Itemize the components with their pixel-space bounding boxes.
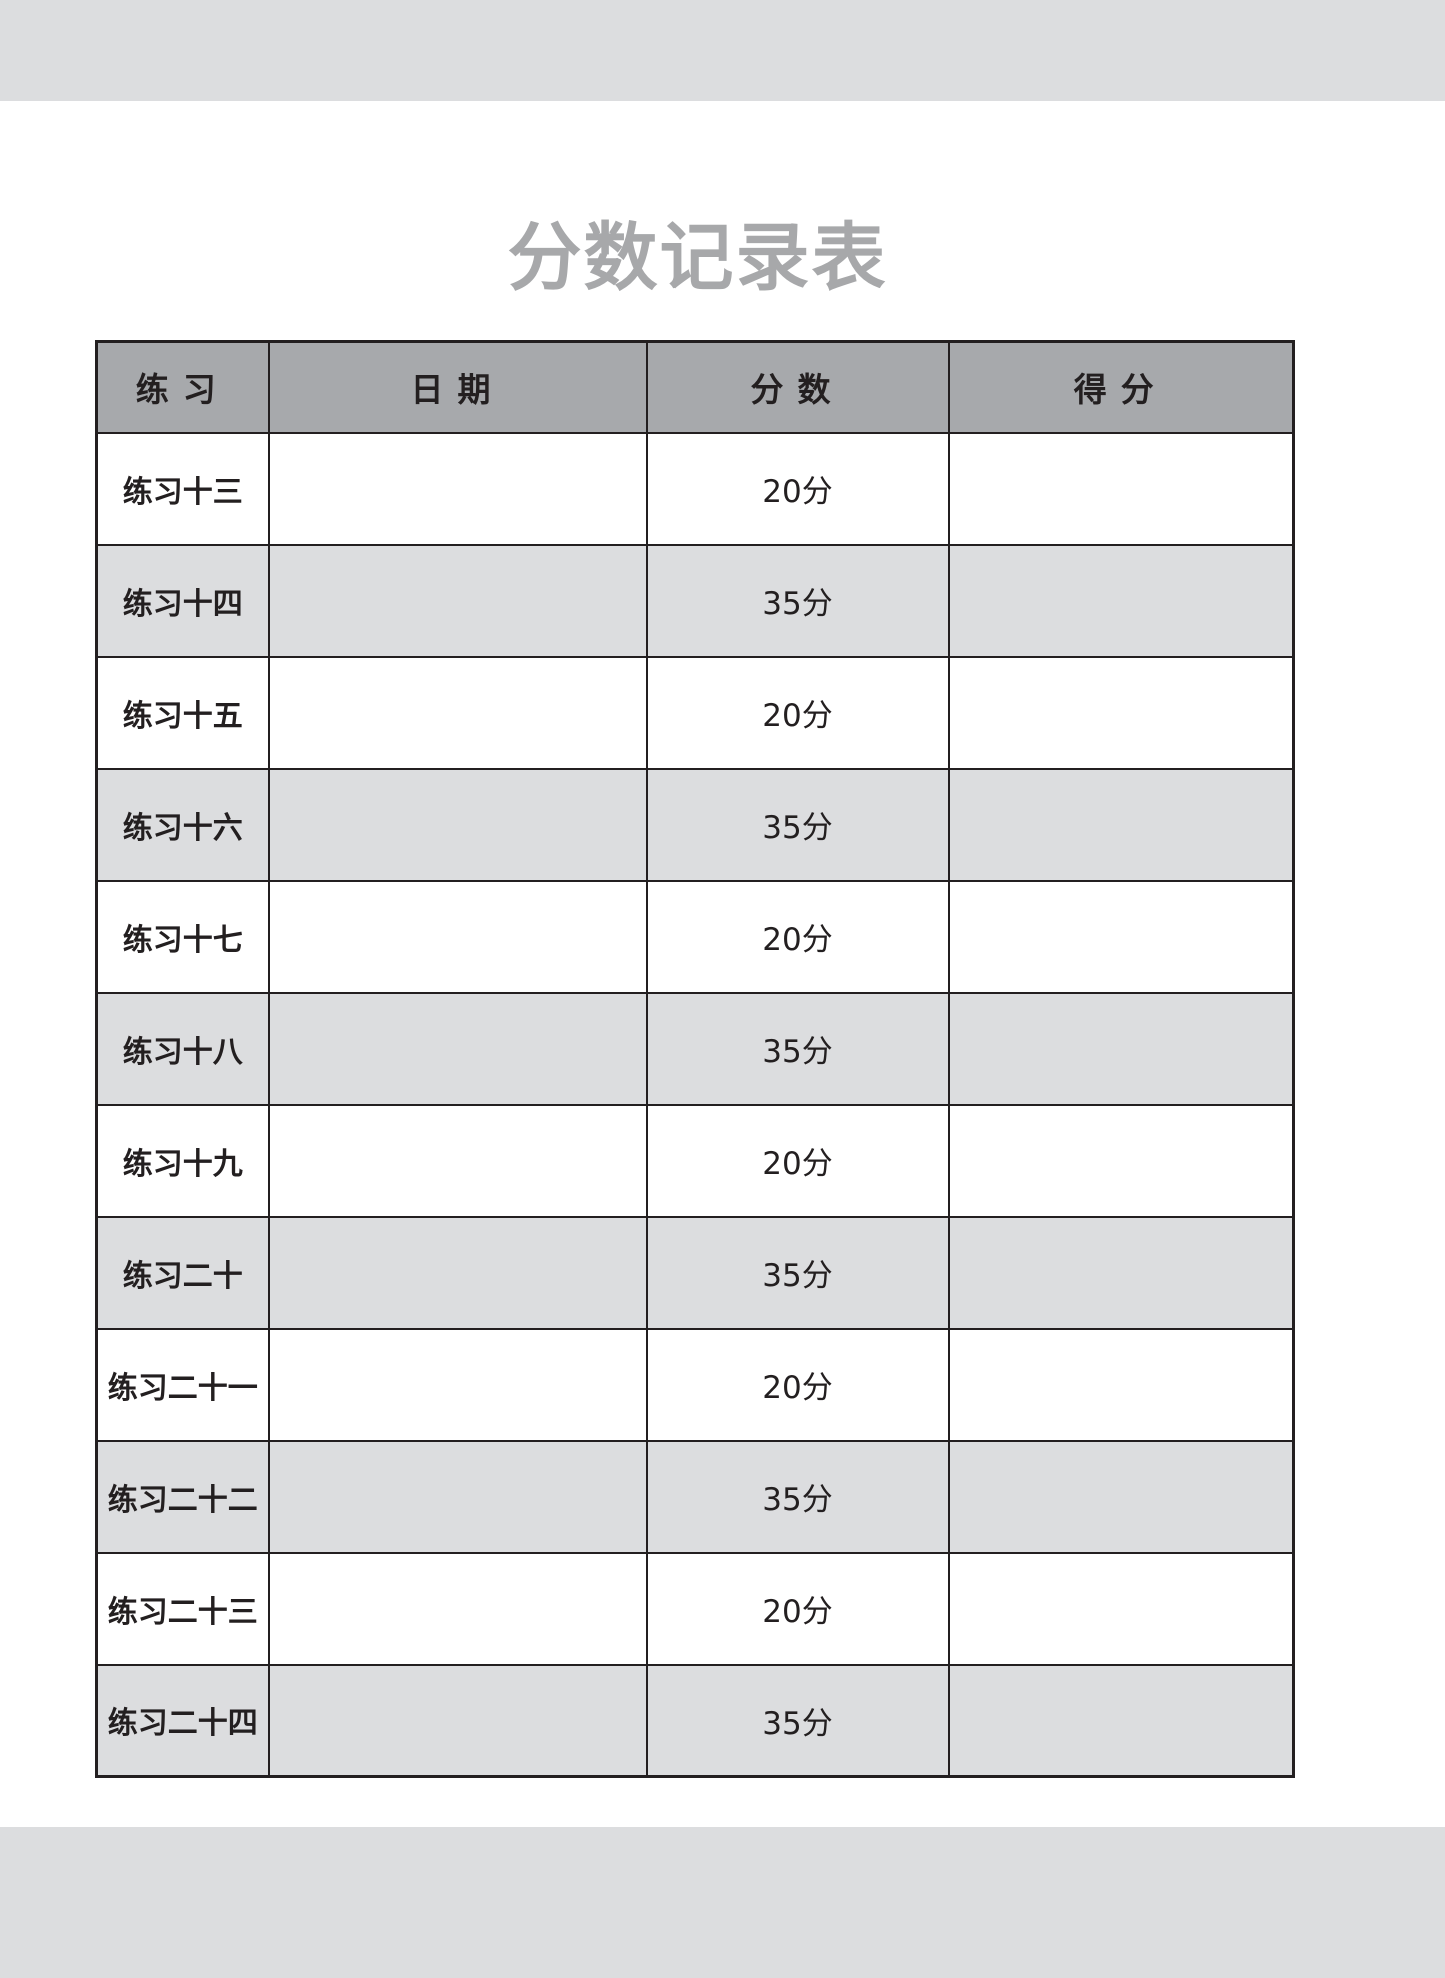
score-cell[interactable] [947, 767, 1295, 882]
exercise-cell: 练习十五 [95, 655, 270, 770]
page-title: 分数记录表 [507, 215, 888, 301]
points-cell: 35分 [645, 767, 950, 882]
points-cell: 35分 [645, 991, 950, 1106]
date-cell[interactable] [267, 1215, 648, 1330]
score-cell[interactable] [947, 431, 1295, 546]
header-date: 日期 [267, 340, 648, 434]
header-points: 分数 [645, 340, 950, 434]
score-cell[interactable] [947, 655, 1295, 770]
date-cell[interactable] [267, 543, 648, 658]
exercise-cell: 练习二十三 [95, 1551, 270, 1666]
exercise-cell: 练习二十 [95, 1215, 270, 1330]
date-cell[interactable] [267, 767, 648, 882]
score-cell[interactable] [947, 1215, 1295, 1330]
exercise-cell: 练习十六 [95, 767, 270, 882]
score-record-table: 练习 日期 分数 得分 练习十三 20分 练习十四 35分 练习十五 20分 练习十六 35分… [95, 340, 1295, 1778]
bottom-band [0, 1827, 1445, 1978]
header-score: 得分 [947, 340, 1295, 434]
score-cell[interactable] [947, 1103, 1295, 1218]
exercise-cell: 练习十七 [95, 879, 270, 994]
exercise-cell: 练习二十一 [95, 1327, 270, 1442]
date-cell[interactable] [267, 1551, 648, 1666]
date-cell[interactable] [267, 655, 648, 770]
date-cell[interactable] [267, 1439, 648, 1554]
header-row: 练习 日期 分数 得分 [95, 340, 1295, 434]
table-row: 练习二十一 20分 [95, 1327, 1295, 1442]
header-exercise: 练习 [95, 340, 270, 434]
exercise-cell: 练习十九 [95, 1103, 270, 1218]
exercise-cell: 练习十八 [95, 991, 270, 1106]
exercise-cell: 练习二十四 [95, 1663, 270, 1778]
points-cell: 20分 [645, 1551, 950, 1666]
points-cell: 20分 [645, 1327, 950, 1442]
score-cell[interactable] [947, 1663, 1295, 1778]
points-cell: 20分 [645, 1103, 950, 1218]
table-row: 练习二十 35分 [95, 1215, 1295, 1330]
score-cell[interactable] [947, 991, 1295, 1106]
score-cell[interactable] [947, 1327, 1295, 1442]
score-cell[interactable] [947, 1439, 1295, 1554]
points-cell: 20分 [645, 655, 950, 770]
score-cell[interactable] [947, 879, 1295, 994]
top-band [0, 0, 1445, 101]
date-cell[interactable] [267, 1327, 648, 1442]
table-row: 练习十五 20分 [95, 655, 1295, 770]
date-cell[interactable] [267, 991, 648, 1106]
table-row: 练习二十二 35分 [95, 1439, 1295, 1554]
points-cell: 35分 [645, 1215, 950, 1330]
points-cell: 35分 [645, 1439, 950, 1554]
table-row: 练习二十三 20分 [95, 1551, 1295, 1666]
table-row: 练习十八 35分 [95, 991, 1295, 1106]
exercise-cell: 练习十三 [95, 431, 270, 546]
points-cell: 35分 [645, 1663, 950, 1778]
exercise-cell: 练习二十二 [95, 1439, 270, 1554]
date-cell[interactable] [267, 879, 648, 994]
points-cell: 35分 [645, 543, 950, 658]
points-cell: 20分 [645, 879, 950, 994]
table-row: 练习十七 20分 [95, 879, 1295, 994]
date-cell[interactable] [267, 431, 648, 546]
date-cell[interactable] [267, 1663, 648, 1778]
table-row: 练习十九 20分 [95, 1103, 1295, 1218]
score-cell[interactable] [947, 1551, 1295, 1666]
table-row: 练习二十四 35分 [95, 1663, 1295, 1778]
exercise-cell: 练习十四 [95, 543, 270, 658]
table-row: 练习十四 35分 [95, 543, 1295, 658]
table-row: 练习十三 20分 [95, 431, 1295, 546]
table-row: 练习十六 35分 [95, 767, 1295, 882]
score-cell[interactable] [947, 543, 1295, 658]
points-cell: 20分 [645, 431, 950, 546]
date-cell[interactable] [267, 1103, 648, 1218]
